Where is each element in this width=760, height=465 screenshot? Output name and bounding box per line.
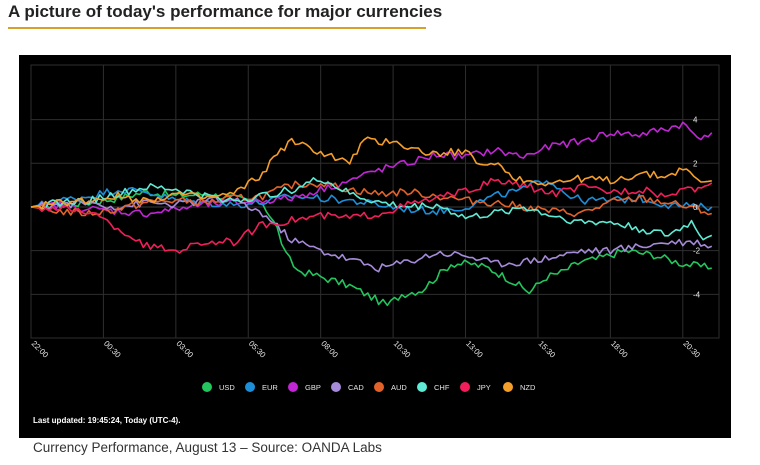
x-tick-label: 05:30 <box>247 339 268 360</box>
x-tick-label: 03:00 <box>174 339 195 360</box>
series-line-chf <box>30 177 713 241</box>
chart-grid <box>30 64 720 339</box>
series-line-usd <box>30 189 712 307</box>
x-tick-label: 08:00 <box>319 339 340 360</box>
y-tick-label: -2 <box>693 247 701 256</box>
legend-item-usd[interactable]: USD <box>202 382 235 392</box>
legend-swatch <box>417 382 427 392</box>
legend-swatch <box>374 382 384 392</box>
x-tick-label: 10:30 <box>392 339 413 360</box>
series-line-gbp <box>30 121 713 218</box>
x-tick-label: 13:00 <box>464 339 485 360</box>
legend-label: USD <box>219 383 235 392</box>
legend-item-aud[interactable]: AUD <box>374 382 407 392</box>
legend-item-nzd[interactable]: NZD <box>503 382 536 392</box>
legend-item-eur[interactable]: EUR <box>245 382 278 392</box>
legend-swatch <box>202 382 212 392</box>
series-line-jpy <box>30 177 713 254</box>
legend-swatch <box>288 382 298 392</box>
x-tick-label: 18:00 <box>609 339 630 360</box>
chart-panel: 4 2 0 -2 -4 22:00 00:30 03:00 05:30 08:00 10:30 13… <box>19 55 731 438</box>
heading-underline <box>8 27 426 29</box>
chart-series-layer <box>30 121 713 307</box>
legend-item-chf[interactable]: CHF <box>417 382 450 392</box>
legend-label: AUD <box>391 383 407 392</box>
y-tick-label: 2 <box>693 159 698 168</box>
legend-label: EUR <box>262 383 278 392</box>
series-line-aud <box>30 180 713 218</box>
x-axis-ticks: 22:00 00:30 03:00 05:30 08:00 10:30 13:00 15:30… <box>30 339 703 360</box>
legend-item-gbp[interactable]: GBP <box>288 382 321 392</box>
x-tick-label: 15:30 <box>537 339 558 360</box>
legend-swatch <box>331 382 341 392</box>
legend-swatch <box>460 382 470 392</box>
y-tick-label: 0 <box>693 203 698 212</box>
chart-legend: USD EUR GBP CAD AUD CHF JPY NZD <box>202 382 536 392</box>
y-tick-label: 4 <box>693 116 698 125</box>
legend-item-cad[interactable]: CAD <box>331 382 364 392</box>
series-line-cad <box>30 196 713 273</box>
y-tick-label: -4 <box>693 290 701 299</box>
currency-performance-chart: 4 2 0 -2 -4 22:00 00:30 03:00 05:30 08:00 10:30 13… <box>30 64 720 392</box>
legend-label: CAD <box>348 383 364 392</box>
x-tick-label: 20:30 <box>681 339 702 360</box>
x-tick-label: 22:00 <box>30 339 51 360</box>
article-heading: A picture of today's performance for maj… <box>8 2 443 21</box>
legend-label: CHF <box>434 383 450 392</box>
legend-item-jpy[interactable]: JPY <box>460 382 491 392</box>
legend-label: NZD <box>520 383 536 392</box>
last-updated-note: Last updated: 19:45:24, Today (UTC-4). <box>33 416 181 425</box>
legend-label: JPY <box>477 383 491 392</box>
series-line-nzd <box>30 136 712 210</box>
chart-caption: Currency Performance, August 13 – Source… <box>33 440 382 455</box>
legend-swatch <box>245 382 255 392</box>
legend-label: GBP <box>305 383 321 392</box>
legend-swatch <box>503 382 513 392</box>
x-tick-label: 00:30 <box>102 339 123 360</box>
series-line-eur <box>30 180 713 216</box>
y-axis-ticks: 4 2 0 -2 -4 <box>693 116 701 300</box>
